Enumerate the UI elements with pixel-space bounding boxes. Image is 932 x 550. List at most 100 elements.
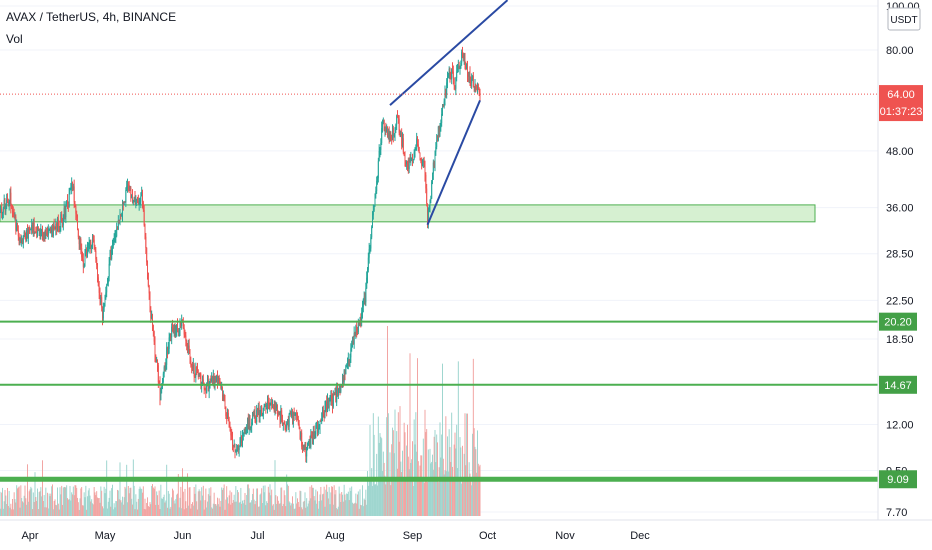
candle-body: [190, 360, 192, 366]
volume-bar: [93, 487, 95, 516]
candle-body: [435, 146, 437, 152]
candle-body: [162, 373, 164, 383]
candle-body: [40, 229, 42, 237]
wedge-upper-line[interactable]: [389, 0, 509, 106]
candle-body: [192, 364, 194, 368]
candle-body: [143, 209, 145, 226]
volume-bar: [358, 508, 360, 516]
volume-bar: [417, 358, 418, 516]
volume-bar: [242, 500, 243, 516]
candle-body: [356, 326, 358, 332]
candle-body: [172, 326, 173, 328]
volume-bar: [291, 503, 293, 516]
volume-bar: [285, 506, 287, 516]
candle-body: [327, 399, 328, 412]
volume-bar: [462, 480, 464, 516]
volume-bar: [322, 493, 324, 516]
volume-bar: [64, 487, 66, 516]
volume-bar: [397, 412, 399, 516]
currency-box[interactable]: USDT: [887, 7, 921, 31]
volume-bar: [125, 488, 127, 516]
candle-body: [62, 221, 63, 226]
candle-body: [95, 250, 97, 260]
volume-bar: [196, 501, 198, 516]
volume-bar: [374, 484, 376, 516]
volume-bar: [370, 479, 372, 516]
volume-bar: [163, 494, 165, 516]
candle-body: [102, 308, 104, 319]
volume-bar: [75, 485, 77, 516]
volume-bar: [327, 491, 328, 516]
candle-body: [431, 181, 433, 199]
candle-body: [69, 189, 71, 194]
candle-body: [271, 403, 273, 405]
volume-bar: [452, 480, 454, 516]
candle-body: [461, 52, 463, 63]
volume-bar: [133, 485, 135, 516]
candle-body: [67, 200, 68, 206]
volume-bar: [309, 486, 311, 516]
volume-bar: [108, 497, 110, 516]
candle-body: [178, 330, 180, 332]
volume-bar: [362, 485, 363, 516]
candle-body: [171, 326, 173, 338]
volume-bar: [78, 509, 80, 516]
support-zone-rect[interactable]: [0, 204, 816, 223]
volume-bar: [247, 484, 249, 516]
volume-bar: [336, 508, 338, 516]
candle-body: [432, 173, 433, 182]
volume-bar: [266, 501, 268, 516]
candle-body: [428, 206, 430, 211]
volume-bar: [424, 409, 426, 516]
candle-body: [157, 360, 158, 366]
candle-body: [122, 202, 124, 206]
volume-bar: [122, 496, 123, 516]
candle-body: [301, 432, 303, 447]
volume-bar: [373, 434, 375, 516]
candle-body: [397, 115, 398, 117]
volume-bar: [317, 491, 318, 516]
volume-bar: [174, 503, 176, 516]
volume-bar: [43, 495, 45, 516]
candle-body: [289, 413, 291, 415]
volume-bar: [326, 484, 328, 516]
candle-body: [376, 180, 378, 192]
volume-bar: [260, 493, 262, 516]
candle-body: [32, 225, 33, 232]
candle-body: [187, 345, 189, 349]
volume-bar: [159, 509, 161, 516]
candle-body: [0, 209, 2, 213]
candle-body: [227, 412, 228, 419]
volume-bar: [167, 507, 168, 516]
volume-bar: [230, 504, 232, 516]
volume-bar: [120, 500, 122, 516]
volume-bar: [468, 462, 470, 516]
level-badge-label: 14.67: [884, 380, 912, 392]
wedge-lower-line[interactable]: [426, 99, 481, 226]
candle-body: [413, 152, 415, 159]
volume-bar: [62, 504, 63, 516]
volume-bar: [86, 509, 88, 516]
candle-body: [62, 218, 64, 226]
candle-body: [352, 341, 353, 346]
candle-body: [22, 239, 23, 244]
candle-body: [121, 215, 123, 217]
candle-body: [108, 263, 110, 277]
candle-body: [104, 298, 106, 307]
candle-body: [168, 337, 170, 349]
volume-bar: [247, 484, 248, 516]
volume-bar: [149, 502, 151, 516]
volume-bar: [393, 453, 395, 516]
candle-body: [383, 120, 385, 131]
candle-body: [109, 253, 111, 264]
candle-body: [367, 269, 368, 278]
candle-body: [442, 104, 443, 114]
volume-bar: [192, 505, 194, 516]
volume-bar: [189, 487, 191, 516]
candle-body: [337, 389, 338, 397]
volume-bar: [25, 498, 27, 516]
candle-body: [331, 395, 333, 400]
volume-bar: [198, 489, 200, 516]
volume-bar: [107, 501, 109, 516]
